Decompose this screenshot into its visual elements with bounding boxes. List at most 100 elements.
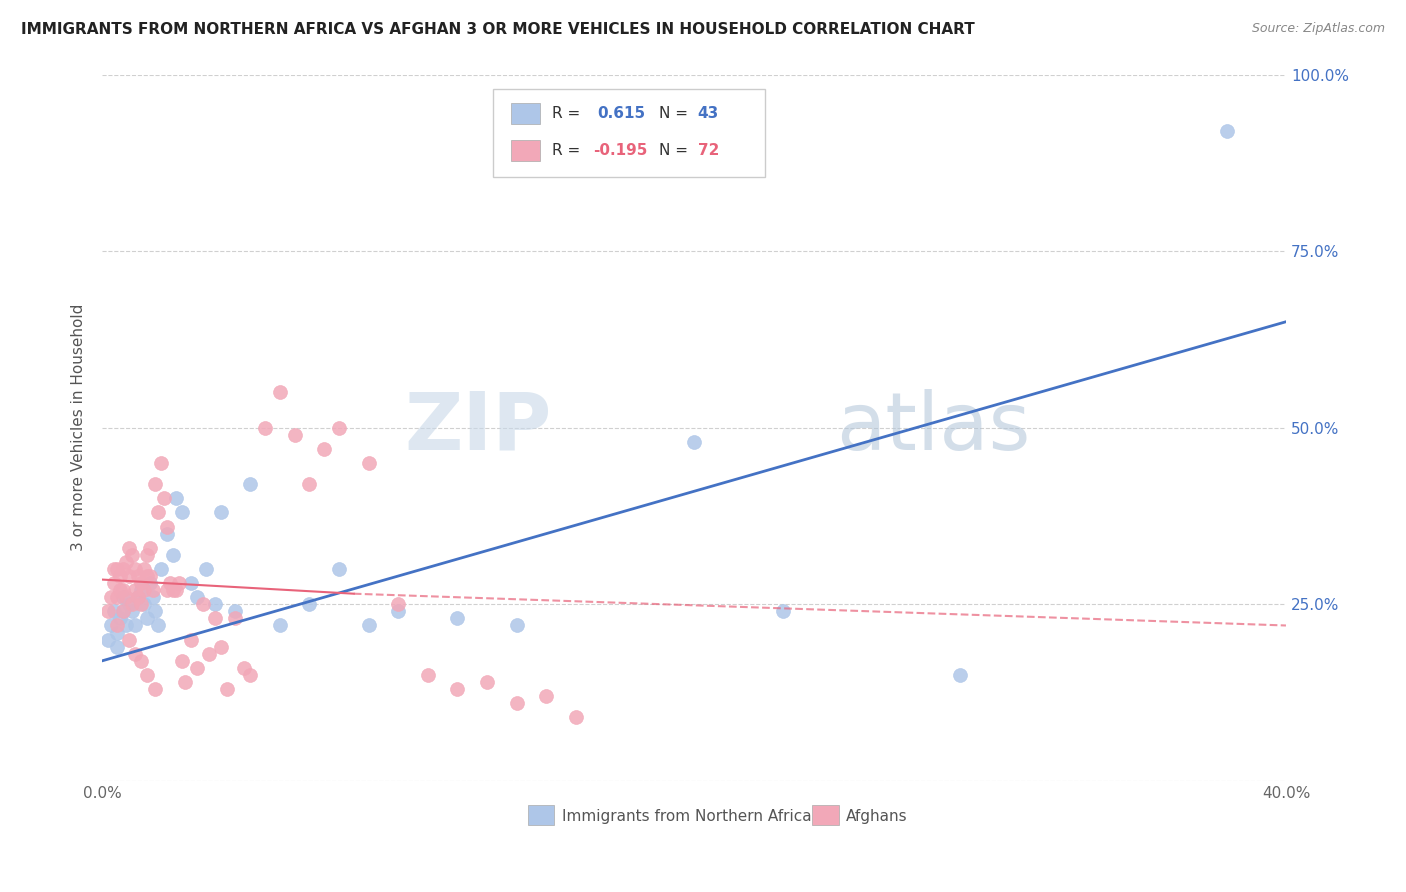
Point <box>298 477 321 491</box>
Point <box>115 591 138 605</box>
Point <box>111 562 134 576</box>
Point <box>165 491 187 506</box>
Point <box>141 591 163 605</box>
Point <box>357 456 380 470</box>
Point <box>129 597 152 611</box>
Point <box>111 604 134 618</box>
Point <box>224 604 246 618</box>
Point <box>186 591 208 605</box>
Point <box>97 604 120 618</box>
Point <box>314 442 336 456</box>
Point <box>97 632 120 647</box>
Text: Immigrants from Northern Africa: Immigrants from Northern Africa <box>561 809 811 823</box>
Point <box>145 604 167 618</box>
Point <box>135 569 157 583</box>
FancyBboxPatch shape <box>494 88 765 177</box>
Point <box>156 526 179 541</box>
Point <box>239 668 262 682</box>
Point <box>100 618 122 632</box>
Point <box>167 576 190 591</box>
Point <box>772 604 794 618</box>
Point <box>204 597 226 611</box>
Point <box>269 385 291 400</box>
Bar <box>510 103 540 124</box>
Point <box>108 569 131 583</box>
Text: 72: 72 <box>697 144 718 158</box>
Point <box>284 427 307 442</box>
Point <box>103 562 125 576</box>
Point <box>124 618 146 632</box>
Bar <box>813 805 838 825</box>
Point <box>129 583 152 598</box>
Point <box>159 576 181 591</box>
Point <box>224 611 246 625</box>
Point <box>115 618 138 632</box>
Text: -0.195: -0.195 <box>593 144 648 158</box>
Point <box>534 689 557 703</box>
Point <box>138 569 160 583</box>
Point <box>105 618 128 632</box>
Point <box>150 456 173 470</box>
Point <box>328 562 350 576</box>
Point <box>446 611 468 625</box>
Point <box>124 583 146 598</box>
Point <box>191 597 214 611</box>
Point <box>172 506 194 520</box>
Point <box>129 576 152 591</box>
Point <box>186 661 208 675</box>
Text: N =: N = <box>658 144 692 158</box>
Point <box>105 562 128 576</box>
Point <box>156 519 179 533</box>
Point <box>172 654 194 668</box>
Point <box>194 562 217 576</box>
Point <box>505 618 527 632</box>
Point <box>105 625 128 640</box>
Point <box>416 668 439 682</box>
Point <box>121 548 143 562</box>
Point <box>949 668 972 682</box>
Point <box>165 583 187 598</box>
Point <box>162 548 184 562</box>
Text: R =: R = <box>553 144 585 158</box>
Point <box>135 611 157 625</box>
Point <box>156 583 179 598</box>
Text: atlas: atlas <box>837 389 1031 467</box>
Point <box>174 675 197 690</box>
Point <box>153 491 176 506</box>
Point <box>564 710 586 724</box>
Point <box>387 604 409 618</box>
Point <box>446 681 468 696</box>
Text: IMMIGRANTS FROM NORTHERN AFRICA VS AFGHAN 3 OR MORE VEHICLES IN HOUSEHOLD CORREL: IMMIGRANTS FROM NORTHERN AFRICA VS AFGHA… <box>21 22 974 37</box>
Point <box>141 583 163 598</box>
Point <box>148 618 170 632</box>
Point <box>209 506 232 520</box>
Point <box>505 696 527 710</box>
Text: 43: 43 <box>697 106 718 121</box>
Point <box>118 541 141 555</box>
Point <box>135 548 157 562</box>
Point <box>100 591 122 605</box>
Point <box>105 591 128 605</box>
Point <box>127 591 149 605</box>
Point <box>124 562 146 576</box>
Text: Source: ZipAtlas.com: Source: ZipAtlas.com <box>1251 22 1385 36</box>
Point <box>135 668 157 682</box>
Point <box>129 654 152 668</box>
Point <box>111 583 134 598</box>
Point <box>197 647 219 661</box>
Point <box>118 569 141 583</box>
Point <box>239 477 262 491</box>
Point <box>328 420 350 434</box>
Point <box>118 597 141 611</box>
Point <box>111 604 134 618</box>
Bar <box>529 805 554 825</box>
Point <box>138 541 160 555</box>
Text: R =: R = <box>553 106 585 121</box>
Bar <box>510 140 540 161</box>
Point <box>683 434 706 449</box>
Point <box>132 562 155 576</box>
Point <box>132 583 155 598</box>
Text: Afghans: Afghans <box>845 809 907 823</box>
Point <box>127 569 149 583</box>
Point <box>253 420 276 434</box>
